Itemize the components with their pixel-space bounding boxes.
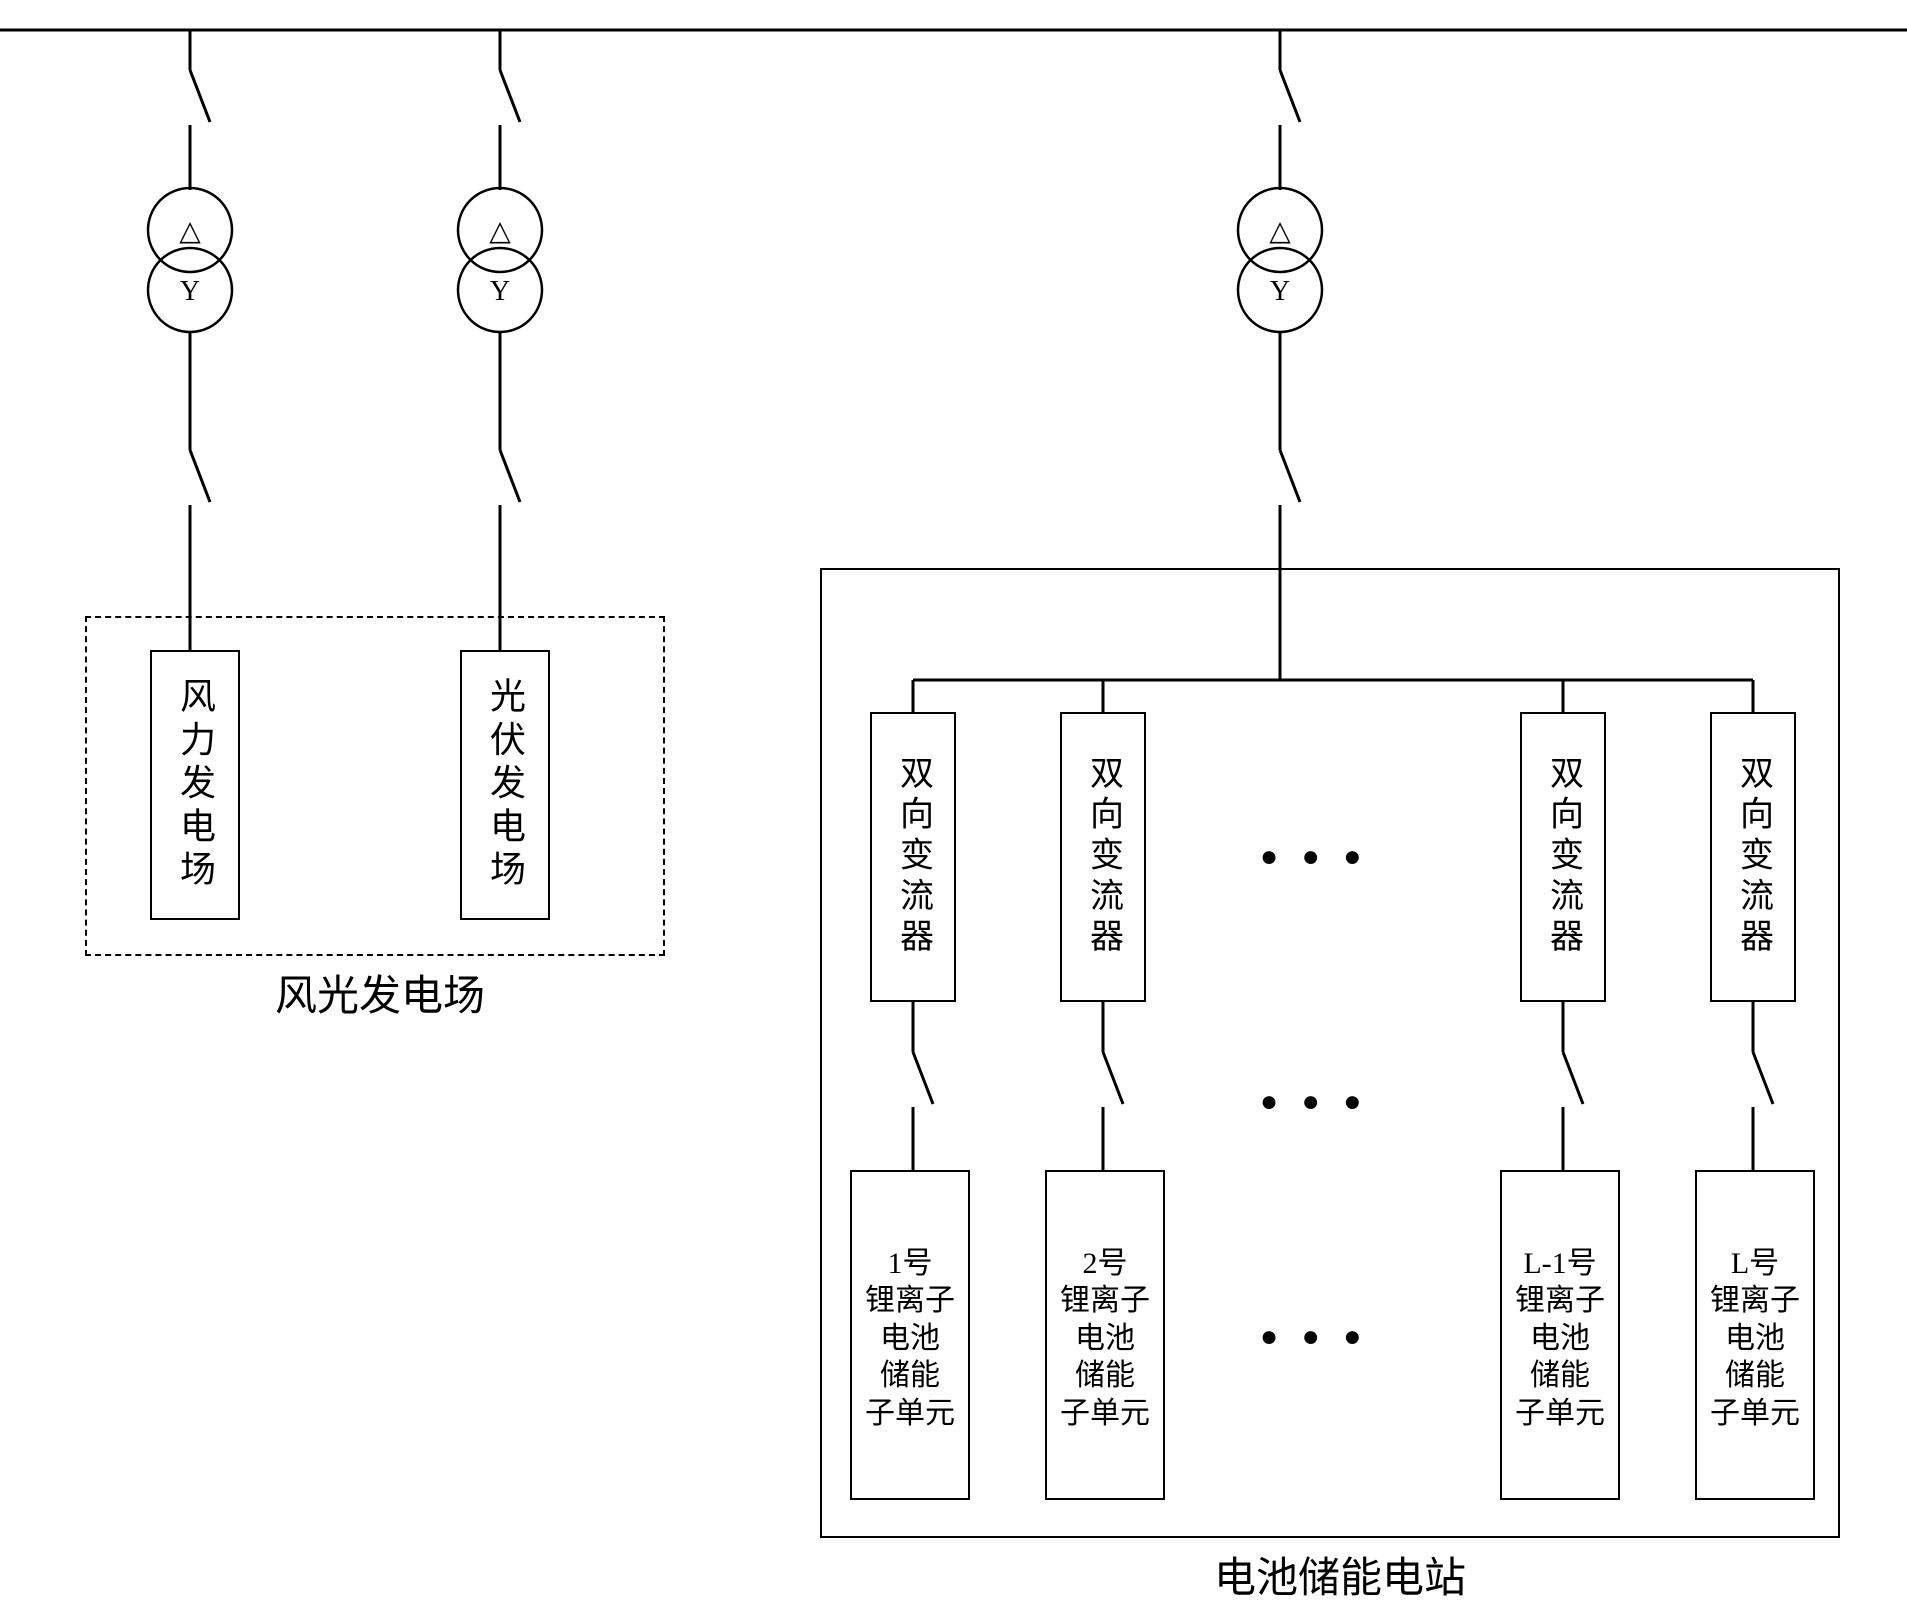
svg-text:Y: Y xyxy=(1270,276,1290,307)
battery-4-text: 锂离子电池储能子单元 xyxy=(1710,1282,1800,1432)
battery-1-prefix: 1号 xyxy=(888,1238,933,1282)
wind-farm-label: 风力发电场 xyxy=(169,677,221,893)
mid-ellipsis: ● ● ● xyxy=(1260,1085,1369,1119)
converter-3: 双向变流器 xyxy=(1520,712,1606,1002)
battery-3-prefix: L-1号 xyxy=(1523,1238,1596,1282)
storage-station-label: 电池储能电站 xyxy=(1180,1544,1500,1605)
converter-1: 双向变流器 xyxy=(870,712,956,1002)
battery-4-prefix: L号 xyxy=(1731,1238,1779,1282)
svg-text:Y: Y xyxy=(490,276,510,307)
svg-text:△: △ xyxy=(489,216,511,247)
converter-2: 双向变流器 xyxy=(1060,712,1146,1002)
feeder-wind: △ Y xyxy=(140,30,240,650)
converter-ellipsis: ● ● ● xyxy=(1260,840,1369,874)
battery-3-text: 锂离子电池储能子单元 xyxy=(1515,1282,1605,1432)
converter-4: 双向变流器 xyxy=(1710,712,1796,1002)
wind-farm-box: 风力发电场 xyxy=(150,650,240,920)
battery-1-text: 锂离子电池储能子单元 xyxy=(865,1282,955,1432)
converter-2-label: 双向变流器 xyxy=(1079,755,1128,959)
converter-1-label: 双向变流器 xyxy=(889,755,938,959)
svg-text:△: △ xyxy=(1269,216,1291,247)
svg-text:Y: Y xyxy=(180,276,200,307)
busbar xyxy=(0,0,1907,40)
converter-4-label: 双向变流器 xyxy=(1729,755,1778,959)
battery-2-text: 锂离子电池储能子单元 xyxy=(1060,1282,1150,1432)
battery-3: L-1号 锂离子电池储能子单元 xyxy=(1500,1170,1620,1500)
wind-solar-group-label: 风光发电场 xyxy=(250,962,510,1023)
battery-1: 1号 锂离子电池储能子单元 xyxy=(850,1170,970,1500)
svg-text:△: △ xyxy=(179,216,201,247)
battery-ellipsis: ● ● ● xyxy=(1260,1320,1369,1354)
battery-2: 2号 锂离子电池储能子单元 xyxy=(1045,1170,1165,1500)
battery-4: L号 锂离子电池储能子单元 xyxy=(1695,1170,1815,1500)
electrical-diagram: △ Y △ Y △ Y 风力发电场 光伏发 xyxy=(0,0,1907,1616)
pv-farm-box: 光伏发电场 xyxy=(460,650,550,920)
feeder-pv: △ Y xyxy=(450,30,550,650)
battery-2-prefix: 2号 xyxy=(1083,1238,1128,1282)
pv-farm-label: 光伏发电场 xyxy=(479,677,531,893)
converter-3-label: 双向变流器 xyxy=(1539,755,1588,959)
